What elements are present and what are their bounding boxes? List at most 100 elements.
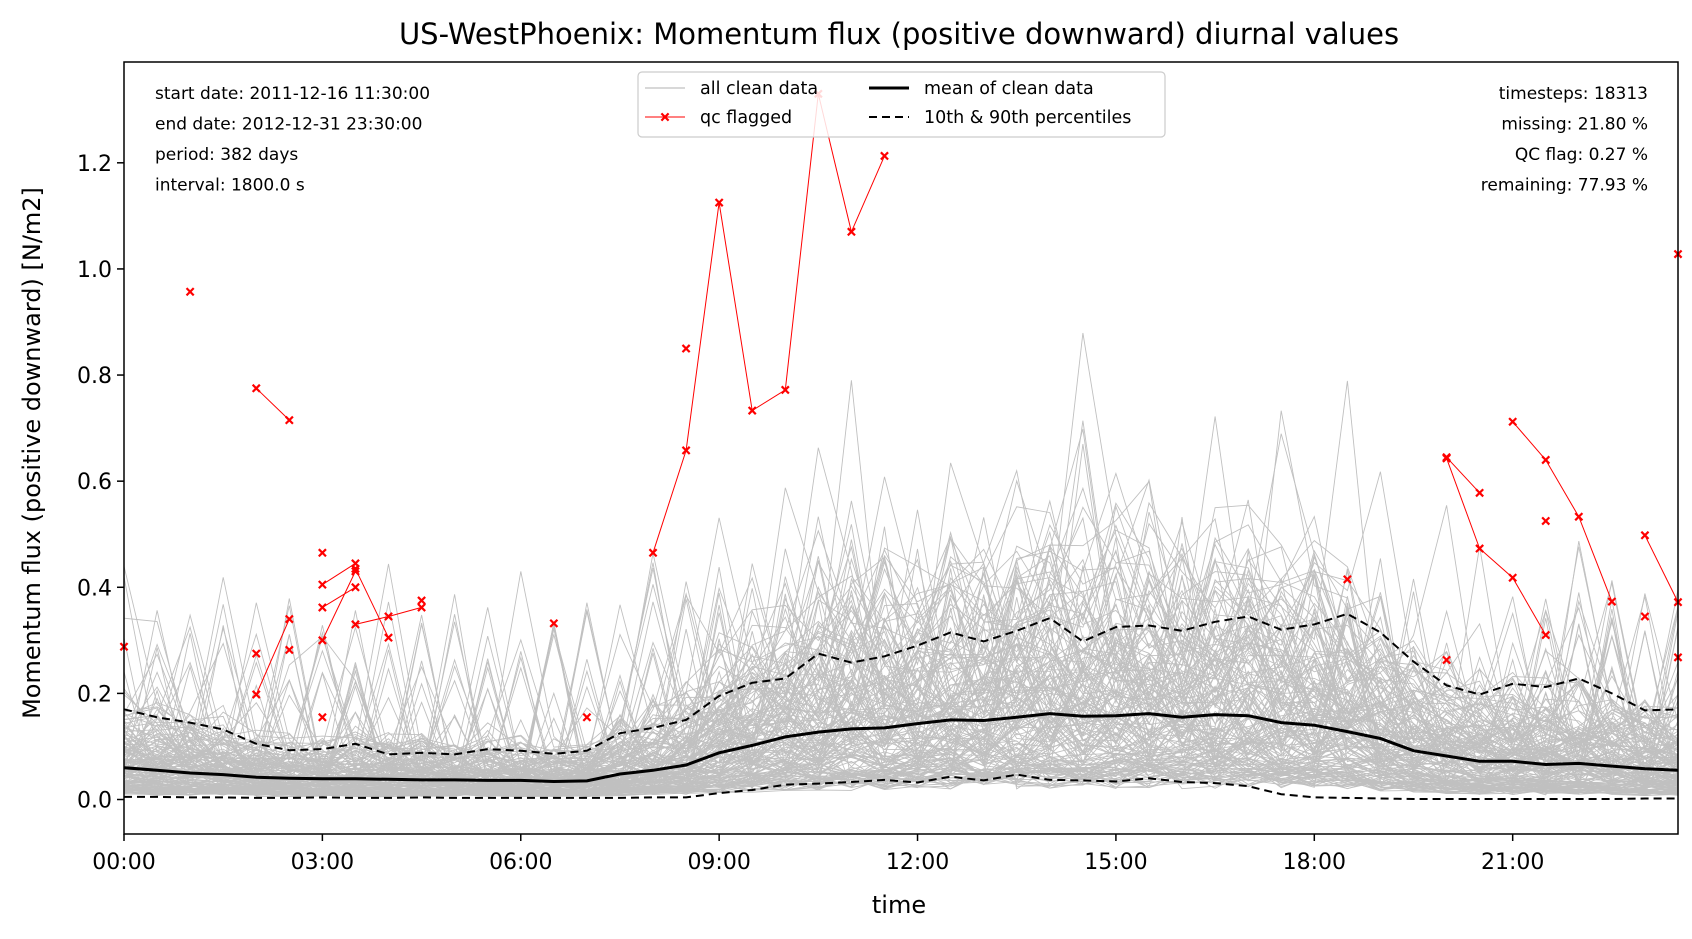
qc-flag-marker (185, 287, 195, 297)
qc-flag-marker (880, 151, 889, 161)
info-right-line: timesteps: 18313 (1499, 84, 1648, 104)
clean-data-line (124, 635, 1678, 788)
clean-data-line (124, 574, 1678, 786)
x-tick-label: 03:00 (291, 850, 354, 875)
legend-label: qc flagged (700, 108, 792, 128)
qc-flag-marker (318, 635, 327, 645)
x-tick-label: 18:00 (1283, 850, 1346, 875)
x-tick-label: 00:00 (92, 850, 155, 875)
clean-data-line (124, 658, 1678, 796)
info-right-line: remaining: 77.93 % (1481, 176, 1648, 196)
qc-flag-line (1446, 456, 1480, 494)
qc-flag-marker (1574, 512, 1584, 522)
qc-flag-marker (1475, 488, 1484, 498)
qc-flag-marker (318, 580, 327, 590)
qc-flag-marker (1508, 417, 1518, 427)
qc-flag-line (652, 93, 885, 553)
clean-data-line (124, 709, 1678, 793)
clean-data-line (124, 529, 1678, 771)
clean-data-line (124, 625, 1678, 798)
x-tick-label: 09:00 (687, 850, 750, 875)
qc-flag-marker (1442, 453, 1451, 463)
qc-flag-marker (251, 649, 261, 658)
qc-flag-marker (549, 618, 559, 628)
qc-flag-marker (284, 645, 294, 655)
y-tick-label: 0.4 (77, 576, 112, 601)
qc-flag-marker (747, 406, 757, 415)
qc-flag-line (322, 586, 356, 608)
statistic-lines (123, 612, 1679, 800)
qc-flag-marker (681, 446, 691, 455)
clean-data-line (124, 537, 1678, 784)
qc-flag-marker (251, 690, 261, 699)
clean-data-line (124, 664, 1678, 797)
legend-entry: mean of clean data (869, 79, 1094, 99)
clean-data-line (124, 622, 1678, 782)
clean-data-lines (124, 332, 1678, 798)
qc-flag-marker (417, 596, 426, 605)
x-axis: 00:00 03:00 06:00 09:00 12:00 15:00 18:00 21:00 (92, 834, 1544, 875)
y-tick-label: 0.6 (77, 470, 112, 495)
qc-flag-marker (1541, 630, 1551, 640)
info-right-panel: timesteps: 18313 missing: 21.80 % QC flag:… (1481, 84, 1648, 196)
x-tick-label: 12:00 (886, 850, 949, 875)
info-right-line: QC flag: 0.27 % (1515, 145, 1648, 165)
qc-flag-line (255, 618, 290, 695)
qc-flag-line (321, 571, 356, 641)
p90-line (123, 612, 1679, 756)
clean-data-line (124, 480, 1678, 774)
clean-data-line (124, 541, 1678, 779)
y-tick-label: 0.8 (77, 364, 112, 389)
qc-flag-marker (1607, 597, 1617, 606)
qc-flag-marker (284, 614, 294, 624)
qc-flag-marker (847, 227, 856, 237)
qc-flag-marker (318, 548, 327, 558)
y-tick-label: 1.0 (77, 258, 112, 283)
info-left-line: interval: 1800.0 s (155, 176, 305, 196)
qc-flag-marker (351, 564, 360, 574)
qc-flag-line (1446, 458, 1547, 636)
legend-label: all clean data (700, 79, 818, 99)
info-left-panel: start date: 2011-12-16 11:30:00 end date:… (155, 84, 430, 196)
legend-label: 10th & 90th percentiles (924, 108, 1131, 128)
clean-data-line (124, 592, 1678, 790)
qc-flag-line (354, 568, 389, 638)
y-tick-label: 1.2 (77, 152, 112, 177)
qc-flag-line (1644, 535, 1679, 603)
qc-flag-marker (1640, 612, 1650, 621)
clean-data-line (124, 471, 1678, 766)
qc-flag-line (1512, 421, 1613, 602)
info-left-line: end date: 2012-12-31 23:30:00 (155, 115, 422, 135)
clean-data-line (124, 476, 1678, 782)
qc-flag-marker (1442, 655, 1451, 665)
clean-data-line (124, 604, 1678, 797)
legend-label: mean of clean data (924, 79, 1094, 99)
x-tick-label: 06:00 (489, 850, 552, 875)
qc-flag-marker (318, 712, 327, 722)
qc-flag-marker (384, 633, 393, 643)
plot-frame (123, 61, 1679, 835)
qc-flag-marker (1508, 573, 1518, 583)
clean-data-line (124, 757, 1678, 797)
clean-data-line (124, 729, 1678, 791)
qc-flag-line (255, 387, 290, 421)
qc-flag-marker (681, 344, 691, 353)
qc-flag-marker (1342, 574, 1352, 584)
qc-flag-marker (384, 612, 393, 621)
qc-flag-marker (251, 383, 261, 393)
legend-entry: all clean data (645, 79, 818, 99)
chart-title: US-WestPhoenix: Momentum flux (positive … (399, 17, 1399, 51)
clean-data-line (124, 599, 1678, 787)
qc-flagged-marks (119, 89, 1683, 722)
qc-flag-marker (714, 198, 724, 207)
clean-data-line (124, 602, 1678, 787)
x-tick-label: 15:00 (1084, 850, 1147, 875)
clean-data-line (124, 380, 1678, 775)
qc-flag-marker (351, 620, 360, 629)
qc-flag-marker (648, 548, 658, 558)
clean-data-line (124, 567, 1678, 788)
qc-flag-marker (284, 415, 294, 425)
qc-flag-marker (1541, 516, 1551, 526)
clean-data-line (124, 599, 1678, 787)
